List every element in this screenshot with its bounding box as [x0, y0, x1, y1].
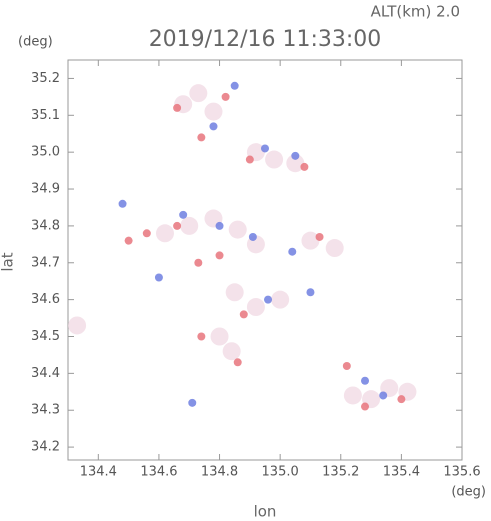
- echo-point: [124, 236, 133, 245]
- echo-point: [397, 395, 406, 404]
- y-tick-label: 35.2: [31, 71, 60, 86]
- echo-point: [288, 247, 297, 256]
- y-unit: (deg): [18, 35, 53, 50]
- echo-point: [173, 103, 182, 112]
- echo-point: [215, 251, 224, 260]
- echo-point: [265, 150, 284, 169]
- x-tick-label: 134.4: [80, 465, 117, 480]
- echo-point: [245, 155, 254, 164]
- y-tick-label: 34.7: [31, 255, 60, 270]
- y-tick-label: 34.3: [31, 403, 60, 418]
- subtitle: ALT(km) 2.0: [371, 3, 460, 21]
- echo-point: [301, 231, 320, 250]
- echo-point: [343, 386, 362, 405]
- echo-point: [291, 151, 300, 160]
- y-tick-label: 34.4: [31, 366, 60, 381]
- x-tick-label: 134.8: [201, 465, 238, 480]
- echo-point: [230, 81, 239, 90]
- echo-point: [210, 327, 229, 346]
- echo-point: [215, 221, 224, 230]
- echo-point: [315, 232, 324, 241]
- echo-point: [68, 316, 87, 335]
- echo-point: [264, 295, 273, 304]
- echo-point: [271, 290, 290, 309]
- echo-point: [204, 102, 223, 121]
- y-tick-label: 34.5: [31, 329, 60, 344]
- y-tick-label: 34.2: [31, 440, 60, 455]
- echo-point: [239, 310, 248, 319]
- x-tick-label: 135.2: [322, 465, 359, 480]
- echo-point: [142, 229, 151, 238]
- chart-title: 2019/12/16 11:33:00: [149, 27, 382, 52]
- echo-point: [155, 224, 174, 243]
- echo-point: [225, 283, 244, 302]
- echo-point: [306, 288, 315, 297]
- echo-point: [188, 398, 197, 407]
- x-tick-label: 135.4: [383, 465, 420, 480]
- echo-point: [221, 92, 230, 101]
- echo-point: [222, 342, 241, 361]
- echo-point: [286, 154, 305, 173]
- x-label: lon: [254, 503, 277, 521]
- echo-point: [209, 122, 218, 131]
- echo-point: [342, 361, 351, 370]
- x-unit: (deg): [451, 485, 486, 500]
- x-tick-label: 135.0: [262, 465, 299, 480]
- echo-point: [246, 298, 265, 317]
- echo-point: [248, 232, 257, 241]
- echo-point: [194, 258, 203, 267]
- y-tick-label: 35.0: [31, 145, 60, 160]
- x-tick-label: 134.6: [140, 465, 177, 480]
- echo-point: [197, 133, 206, 142]
- echo-point: [197, 332, 206, 341]
- echo-point: [361, 376, 370, 385]
- y-label: lat: [0, 252, 17, 271]
- echo-point: [154, 273, 163, 282]
- echo-point: [228, 220, 247, 239]
- y-tick-label: 35.1: [31, 108, 60, 123]
- x-tick-label: 135.6: [443, 465, 480, 480]
- echo-point: [179, 210, 188, 219]
- y-tick-label: 34.8: [31, 218, 60, 233]
- echo-point: [233, 358, 242, 367]
- echo-point: [180, 216, 199, 235]
- echo-point: [379, 391, 388, 400]
- echo-point: [173, 221, 182, 230]
- echo-point: [189, 84, 208, 103]
- echo-point: [325, 239, 344, 258]
- echo-point: [300, 162, 309, 171]
- echo-point: [118, 199, 127, 208]
- y-tick-label: 34.9: [31, 182, 60, 197]
- y-tick-label: 34.6: [31, 292, 60, 307]
- plot-frame: [67, 59, 463, 461]
- echo-point: [261, 144, 269, 153]
- echo-point: [361, 402, 370, 411]
